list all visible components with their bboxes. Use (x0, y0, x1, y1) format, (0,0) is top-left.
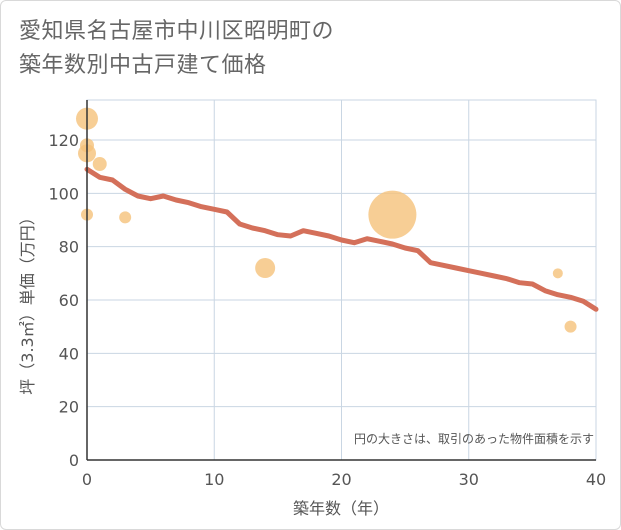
data-bubble (255, 258, 276, 278)
y-tick-label: 20 (59, 398, 79, 417)
chart-note: 円の大きさは、取引のあった物件面積を示す (354, 431, 594, 446)
y-tick-label: 100 (48, 184, 79, 203)
x-tick-label: 20 (331, 470, 351, 489)
bubble-layer (76, 107, 577, 333)
y-tick-label: 60 (59, 291, 79, 310)
chart-title-line1: 愛知県名古屋市中川区昭明町の (19, 19, 335, 44)
data-bubble (92, 157, 107, 171)
x-axis-label: 築年数（年） (293, 499, 389, 518)
chart-title-line2: 築年数別中古戸建て価格 (19, 53, 267, 78)
trend-line (84, 166, 599, 312)
data-bubble (368, 190, 417, 239)
y-axis-label: 坪（3.3㎡）単価（万円） (18, 209, 37, 394)
x-tick-label: 40 (586, 470, 606, 489)
y-tick-label: 80 (59, 238, 79, 257)
x-tick-label: 30 (459, 470, 479, 489)
trend-line-layer (84, 166, 599, 312)
chart-title: 愛知県名古屋市中川区昭明町の 築年数別中古戸建て価格 (19, 15, 334, 83)
y-tick-label: 0 (69, 451, 79, 470)
data-bubble (564, 320, 577, 333)
grid-layer (86, 99, 597, 461)
y-tick-label: 120 (48, 131, 79, 150)
x-tick-label: 10 (204, 470, 224, 489)
data-bubble (552, 268, 563, 279)
axis-layer: 0 20 40 60 80 100 120 0 10 20 30 40 (48, 100, 606, 489)
x-tick-label: 0 (82, 470, 92, 489)
y-tick-label: 40 (59, 344, 79, 363)
data-bubble (119, 211, 132, 224)
